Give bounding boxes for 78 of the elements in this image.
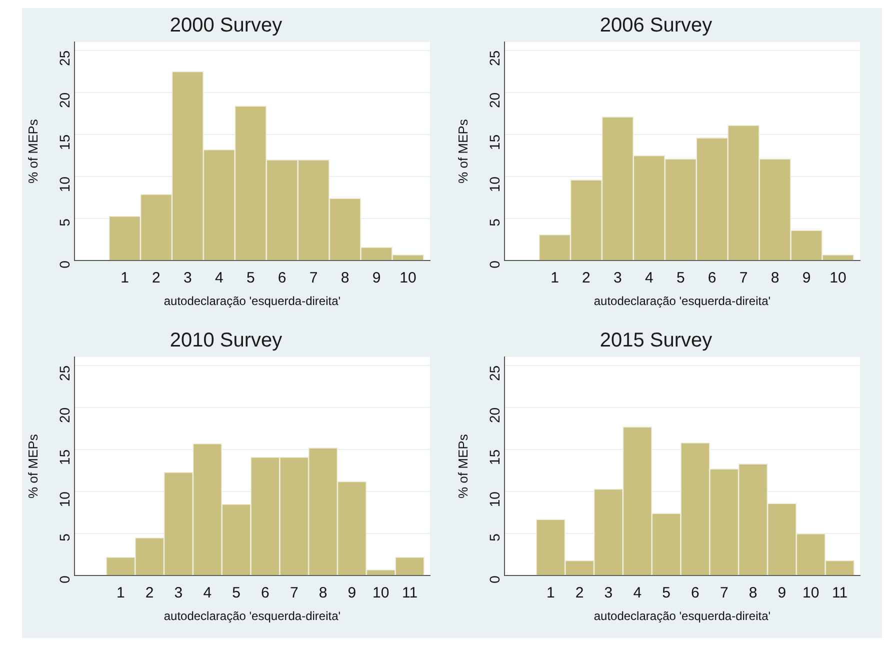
y-tick-label: 20 [486,407,502,424]
y-tick-label: 5 [56,533,72,542]
y-tick-label: 15 [486,134,502,150]
x-tick-label: 5 [246,270,255,287]
y-axis-title: % of MEPs [25,434,40,498]
x-tick-label: 5 [232,584,240,602]
y-tick-label: 10 [56,176,72,192]
x-tick-label: 3 [604,584,613,602]
y-tick-label: 5 [486,533,502,542]
x-tick-label: 8 [340,270,350,287]
chart-title: 2010 Survey [170,330,282,352]
y-axis-title: % of MEPs [455,118,470,184]
x-tick-label: 6 [691,584,700,602]
x-tick-label: 8 [770,270,780,287]
x-tick-label: 5 [662,584,670,602]
x-tick-label: 9 [372,270,381,287]
x-tick-label: 10 [400,270,416,287]
x-tick-label: 6 [708,270,716,287]
x-axis-title: autodeclaração 'esquerda-direita' [164,294,341,308]
x-tick-label: 11 [832,584,848,602]
y-tick-label: 20 [486,92,502,108]
x-tick-label: 6 [278,270,286,287]
y-tick-label: 25 [486,50,502,66]
x-tick-label: 10 [830,270,846,287]
chart-title: 2015 Survey [600,330,712,352]
x-tick-label: 3 [614,270,622,287]
y-axis-title: % of MEPs [25,118,40,184]
x-tick-label: 5 [676,270,685,287]
chart-title: 2000 Survey [170,14,282,37]
y-tick-label: 10 [486,491,502,508]
x-tick-label: 2 [575,584,584,602]
x-tick-label: 7 [309,270,318,287]
y-tick-label: 20 [56,92,72,108]
x-tick-label: 9 [778,584,786,602]
x-tick-label: 4 [203,584,212,602]
x-tick-label: 2 [582,270,590,287]
y-tick-label: 0 [486,575,502,584]
y-tick-label: 25 [56,50,72,66]
y-tick-label: 25 [486,365,502,381]
x-tick-label: 9 [802,270,811,287]
y-tick-label: 15 [56,134,72,150]
chart-title: 2006 Survey [600,14,712,37]
x-tick-label: 11 [402,584,418,602]
x-tick-label: 7 [290,584,298,602]
x-axis-title: autodeclaração 'esquerda-direita' [594,294,771,308]
x-tick-label: 7 [720,584,728,602]
x-tick-label: 1 [120,270,129,287]
y-tick-label: 5 [56,218,72,226]
y-tick-label: 25 [56,365,72,381]
x-tick-label: 1 [546,584,555,602]
x-axis-title: autodeclaração 'esquerda-direita' [164,609,341,624]
y-tick-label: 10 [486,176,502,192]
x-tick-label: 4 [644,270,654,287]
x-tick-label: 3 [174,584,183,602]
x-tick-label: 10 [802,584,820,602]
y-tick-label: 0 [56,260,72,268]
x-tick-label: 2 [152,270,160,287]
x-tick-label: 1 [550,270,559,287]
x-tick-label: 10 [372,584,390,602]
x-axis-title: autodeclaração 'esquerda-direita' [594,609,771,624]
x-tick-label: 7 [739,270,748,287]
x-tick-label: 8 [318,584,328,602]
x-tick-label: 9 [348,584,356,602]
x-tick-label: 3 [184,270,192,287]
y-tick-label: 5 [486,218,502,226]
x-tick-label: 6 [261,584,270,602]
x-tick-label: 4 [214,270,224,287]
y-axis-title: % of MEPs [455,434,470,498]
y-tick-label: 0 [56,575,72,584]
x-tick-label: 1 [116,584,125,602]
y-tick-label: 15 [56,449,72,466]
x-tick-label: 2 [145,584,154,602]
y-tick-label: 20 [56,407,72,424]
y-tick-label: 15 [486,449,502,466]
x-tick-label: 4 [633,584,642,602]
x-tick-label: 8 [748,584,758,602]
y-tick-label: 10 [56,491,72,508]
y-tick-label: 0 [486,260,502,268]
